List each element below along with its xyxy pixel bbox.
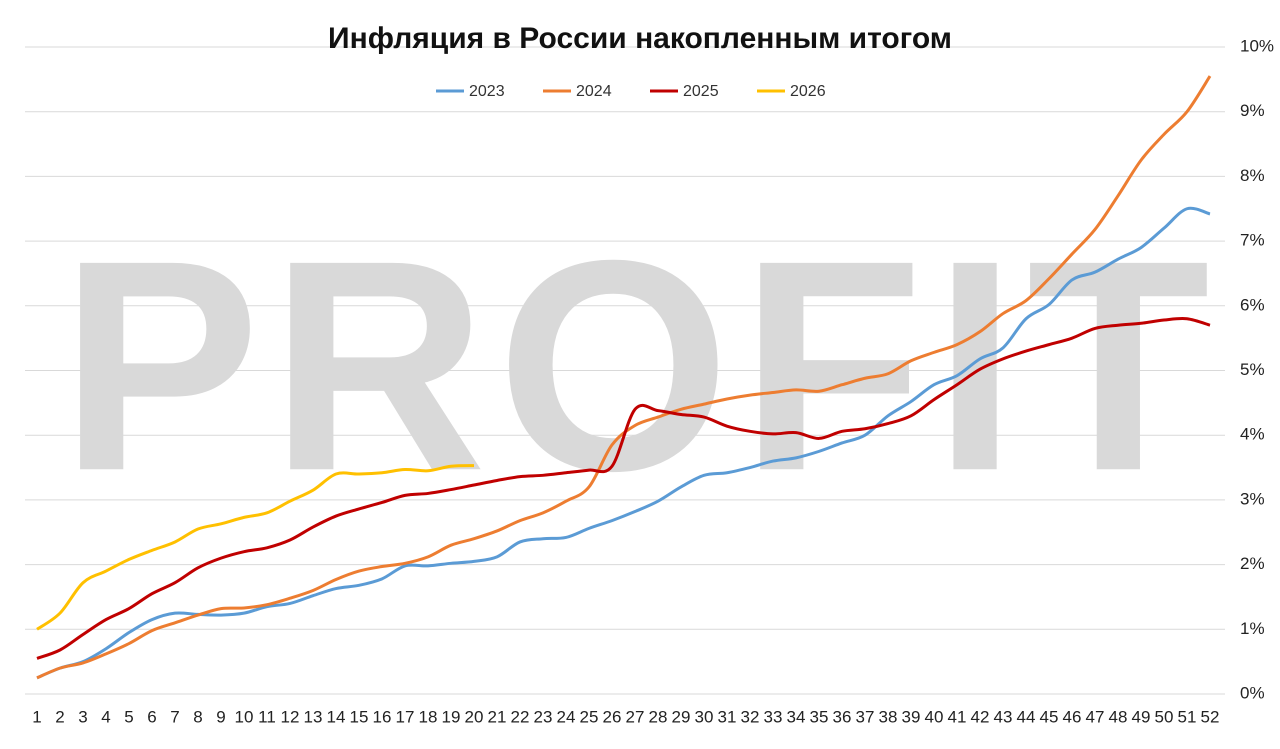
x-tick-label: 1 (32, 707, 41, 726)
watermark: PROFIT (60, 197, 1220, 533)
x-tick-label: 38 (879, 707, 898, 726)
y-tick-label: 9% (1240, 101, 1265, 120)
x-tick-label: 14 (327, 707, 346, 726)
x-tick-label: 13 (304, 707, 323, 726)
x-tick-label: 39 (902, 707, 921, 726)
x-tick-label: 46 (1063, 707, 1082, 726)
x-tick-label: 17 (396, 707, 415, 726)
x-tick-label: 18 (419, 707, 438, 726)
x-tick-label: 42 (971, 707, 990, 726)
x-tick-label: 10 (235, 707, 254, 726)
legend-label: 2025 (683, 83, 719, 100)
x-tick-label: 41 (948, 707, 967, 726)
x-tick-label: 36 (833, 707, 852, 726)
x-tick-label: 19 (442, 707, 461, 726)
legend-label: 2026 (790, 83, 826, 100)
x-tick-label: 34 (787, 707, 806, 726)
x-tick-label: 33 (764, 707, 783, 726)
x-tick-label: 24 (557, 707, 576, 726)
legend-label: 2024 (576, 83, 612, 100)
x-tick-label: 35 (810, 707, 829, 726)
x-tick-label: 4 (101, 707, 110, 726)
x-tick-label: 26 (603, 707, 622, 726)
y-tick-label: 0% (1240, 683, 1265, 702)
x-tick-label: 31 (718, 707, 737, 726)
x-tick-label: 43 (994, 707, 1013, 726)
x-tick-label: 49 (1132, 707, 1151, 726)
x-tick-label: 3 (78, 707, 87, 726)
chart-title: Инфляция в России накопленным итогом (328, 22, 952, 55)
y-tick-label: 4% (1240, 425, 1265, 444)
x-tick-label: 47 (1086, 707, 1105, 726)
series-line (36, 464, 475, 631)
y-tick-label: 5% (1240, 360, 1265, 379)
x-tick-label: 20 (465, 707, 484, 726)
y-tick-label: 2% (1240, 554, 1265, 573)
x-tick-label: 15 (350, 707, 369, 726)
x-tick-label: 44 (1017, 707, 1036, 726)
series-line (36, 206, 1211, 680)
x-tick-label: 21 (488, 707, 507, 726)
x-tick-label: 16 (373, 707, 392, 726)
x-tick-label: 12 (281, 707, 300, 726)
x-tick-label: 28 (649, 707, 668, 726)
x-tick-label: 9 (216, 707, 225, 726)
grid (25, 46, 1225, 695)
x-tick-label: 40 (925, 707, 944, 726)
x-tick-label: 52 (1201, 707, 1220, 726)
y-tick-label: 10% (1240, 36, 1274, 55)
y-tick-label: 6% (1240, 295, 1265, 314)
x-tick-label: 29 (672, 707, 691, 726)
x-tick-label: 45 (1040, 707, 1059, 726)
x-tick-label: 30 (695, 707, 714, 726)
x-tick-label: 51 (1178, 707, 1197, 726)
plot (36, 75, 1212, 680)
x-tick-label: 22 (511, 707, 530, 726)
y-tick-label: 1% (1240, 619, 1265, 638)
series-line (36, 316, 1211, 660)
x-tick-label: 25 (580, 707, 599, 726)
y-tick-label: 7% (1240, 231, 1265, 250)
x-tick-label: 23 (534, 707, 553, 726)
x-tick-label: 32 (741, 707, 760, 726)
legend-label: 2023 (469, 83, 505, 100)
x-tick-label: 11 (258, 707, 276, 726)
y-tick-label: 8% (1240, 166, 1265, 185)
x-tick-label: 50 (1155, 707, 1174, 726)
x-tick-label: 7 (170, 707, 179, 726)
x-tick-label: 27 (626, 707, 645, 726)
x-tick-label: 6 (147, 707, 156, 726)
x-tick-label: 5 (124, 707, 133, 726)
x-tick-label: 2 (55, 707, 64, 726)
y-tick-label: 3% (1240, 489, 1265, 508)
x-tick-label: 8 (193, 707, 202, 726)
x-tick-label: 37 (856, 707, 875, 726)
x-tick-label: 48 (1109, 707, 1128, 726)
